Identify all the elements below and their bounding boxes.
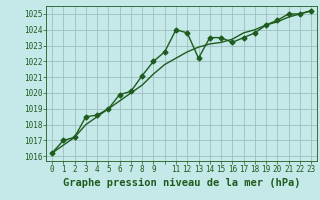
X-axis label: Graphe pression niveau de la mer (hPa): Graphe pression niveau de la mer (hPa) xyxy=(63,178,300,188)
